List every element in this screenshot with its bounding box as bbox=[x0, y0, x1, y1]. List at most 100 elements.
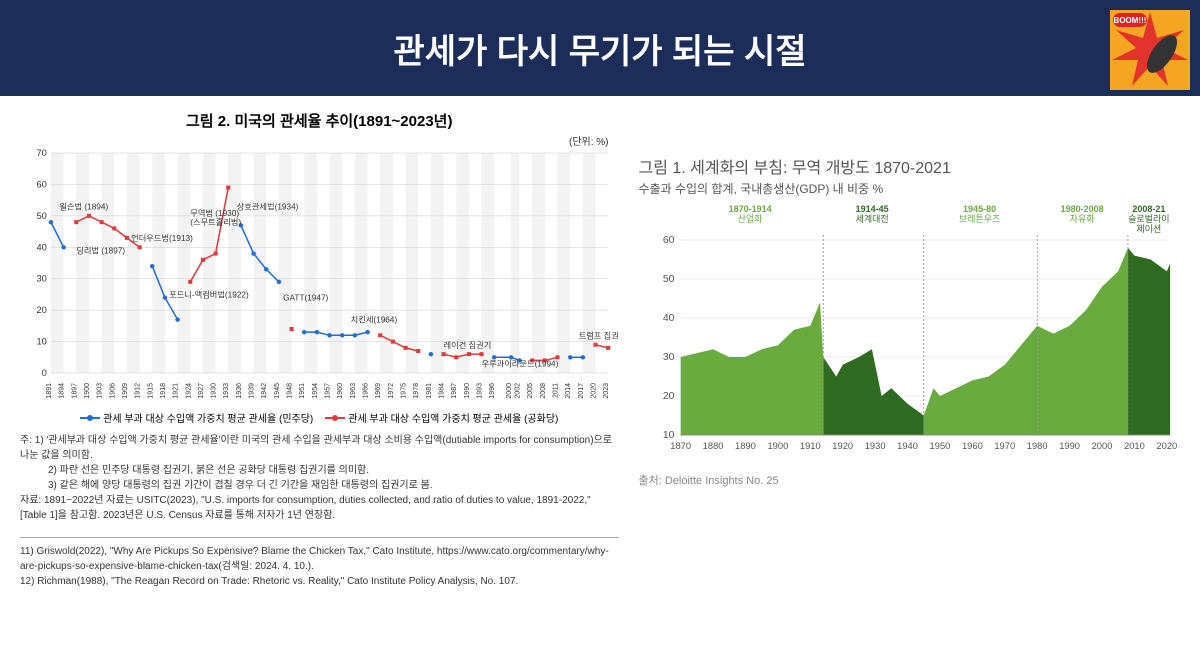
svg-text:딩리법 (1897): 딩리법 (1897) bbox=[76, 246, 125, 256]
svg-text:1900: 1900 bbox=[767, 441, 788, 451]
svg-text:40: 40 bbox=[662, 313, 674, 324]
svg-text:2023: 2023 bbox=[602, 383, 610, 399]
svg-text:1897: 1897 bbox=[70, 383, 78, 399]
legend-item: 관세 부과 대상 수입액 가중치 평균 관세율 (민주당) bbox=[80, 410, 313, 425]
svg-text:2008: 2008 bbox=[539, 383, 547, 399]
slide-header: 관세가 다시 무기가 되는 시절 BOOM!!! bbox=[0, 0, 1200, 96]
svg-text:60: 60 bbox=[662, 235, 674, 246]
svg-text:1910: 1910 bbox=[799, 441, 820, 451]
chartB-area: 1870-1914산업화1914-45세계대전1945-80브레튼우즈1980-… bbox=[639, 205, 1181, 460]
svg-text:1915: 1915 bbox=[146, 383, 154, 399]
note-line: 주: 1) '관세부과 대상 수입액 가중치 평균 관세율'이란 미국의 관세 … bbox=[20, 433, 619, 463]
svg-text:2010: 2010 bbox=[1124, 441, 1145, 451]
svg-text:2020: 2020 bbox=[1156, 441, 1177, 451]
svg-text:1894: 1894 bbox=[58, 383, 66, 399]
svg-text:1951: 1951 bbox=[298, 383, 306, 399]
legend-label: 관세 부과 대상 수입액 가중치 평균 관세율 (공화당) bbox=[348, 410, 558, 425]
svg-text:1890: 1890 bbox=[735, 441, 756, 451]
svg-text:60: 60 bbox=[37, 180, 47, 190]
svg-text:1950: 1950 bbox=[929, 441, 950, 451]
chartA-unit: (단위: %) bbox=[20, 133, 609, 148]
svg-text:50: 50 bbox=[37, 211, 47, 221]
svg-text:1957: 1957 bbox=[323, 383, 331, 399]
svg-text:2000: 2000 bbox=[505, 383, 513, 399]
svg-text:1880: 1880 bbox=[702, 441, 723, 451]
svg-text:1972: 1972 bbox=[387, 383, 395, 399]
svg-text:1921: 1921 bbox=[172, 383, 180, 399]
svg-text:1936: 1936 bbox=[235, 383, 243, 399]
svg-text:우루과이라운드(1994): 우루과이라운드(1994) bbox=[482, 359, 559, 369]
svg-text:1990: 1990 bbox=[463, 383, 471, 399]
svg-text:1930: 1930 bbox=[209, 383, 217, 399]
svg-text:1993: 1993 bbox=[475, 383, 483, 399]
svg-text:1912: 1912 bbox=[134, 383, 142, 399]
legend-label: 관세 부과 대상 수입액 가중치 평균 관세율 (민주당) bbox=[103, 410, 313, 425]
svg-text:1900: 1900 bbox=[83, 383, 91, 399]
svg-text:1920: 1920 bbox=[832, 441, 853, 451]
chartA-notes: 주: 1) '관세부과 대상 수입액 가중치 평균 관세율'이란 미국의 관세 … bbox=[20, 433, 619, 523]
svg-text:1970: 1970 bbox=[994, 441, 1015, 451]
svg-text:1940: 1940 bbox=[897, 441, 918, 451]
svg-text:1930: 1930 bbox=[864, 441, 885, 451]
svg-text:1939: 1939 bbox=[247, 383, 255, 399]
svg-text:1984: 1984 bbox=[437, 383, 445, 399]
svg-text:1954: 1954 bbox=[311, 383, 319, 399]
left-panel: 그림 2. 미국의 관세율 추이(1891~2023년) (단위: %) 010… bbox=[20, 104, 619, 589]
svg-text:1980: 1980 bbox=[1026, 441, 1047, 451]
svg-text:2011: 2011 bbox=[551, 383, 559, 398]
svg-text:20: 20 bbox=[662, 391, 674, 402]
svg-text:2000: 2000 bbox=[1091, 441, 1112, 451]
period-label: 2008-21슬로벌라이제이션 bbox=[1128, 205, 1170, 235]
legend-item: 관세 부과 대상 수입액 가중치 평균 관세율 (공화당) bbox=[325, 410, 558, 425]
svg-text:레이건 집권기: 레이건 집권기 bbox=[444, 340, 492, 350]
svg-text:30: 30 bbox=[662, 352, 674, 363]
svg-text:50: 50 bbox=[662, 274, 674, 285]
chartB-source: 출처: Deloitte Insights No. 25 bbox=[639, 472, 1181, 488]
period-label: 1870-1914산업화 bbox=[679, 205, 822, 225]
chartA-legend: 관세 부과 대상 수입액 가중치 평균 관세율 (민주당) 관세 부과 대상 수입… bbox=[20, 410, 619, 425]
chartA-refs: 11) Griswold(2022), "Why Are Pickups So … bbox=[20, 537, 619, 589]
period-label: 1914-45세계대전 bbox=[822, 205, 923, 225]
svg-text:1945: 1945 bbox=[273, 383, 281, 399]
note-line: 3) 같은 해에 양당 대통령의 집권 기간이 겹칠 경우 더 긴 기간을 재임… bbox=[20, 478, 619, 493]
svg-text:1909: 1909 bbox=[121, 383, 129, 399]
svg-text:치킨세(1964): 치킨세(1964) bbox=[351, 315, 398, 325]
svg-text:2005: 2005 bbox=[526, 383, 534, 399]
svg-text:2002: 2002 bbox=[513, 383, 521, 399]
svg-text:1978: 1978 bbox=[412, 383, 420, 399]
ref-line: 11) Griswold(2022), "Why Are Pickups So … bbox=[20, 544, 619, 574]
svg-text:2020: 2020 bbox=[589, 383, 597, 399]
svg-text:GATT(1947): GATT(1947) bbox=[283, 294, 328, 303]
svg-text:10: 10 bbox=[662, 430, 674, 441]
chartB-subtitle: 수출과 수입의 합계, 국내총생산(GDP) 내 비중 % bbox=[639, 180, 1181, 197]
svg-text:무역법 (1930): 무역법 (1930) bbox=[190, 208, 239, 218]
content-row: 그림 2. 미국의 관세율 추이(1891~2023년) (단위: %) 010… bbox=[0, 96, 1200, 589]
svg-text:2014: 2014 bbox=[564, 383, 572, 399]
svg-text:40: 40 bbox=[37, 242, 47, 252]
svg-text:0: 0 bbox=[42, 368, 47, 378]
svg-text:1966: 1966 bbox=[361, 383, 369, 399]
svg-text:포드니-맥컴버법(1922): 포드니-맥컴버법(1922) bbox=[169, 290, 249, 300]
svg-text:1990: 1990 bbox=[1059, 441, 1080, 451]
svg-text:1996: 1996 bbox=[488, 383, 496, 399]
note-line: 자료: 1891~2022년 자료는 USITC(2023), "U.S. im… bbox=[20, 493, 619, 523]
svg-text:1942: 1942 bbox=[260, 383, 268, 399]
svg-text:70: 70 bbox=[37, 148, 47, 158]
slide-title: 관세가 다시 무기가 되는 시절 bbox=[393, 24, 806, 73]
svg-text:상호관세법(1934): 상호관세법(1934) bbox=[237, 202, 299, 212]
svg-text:20: 20 bbox=[37, 305, 47, 315]
svg-text:1960: 1960 bbox=[961, 441, 982, 451]
svg-text:언더우드법(1913): 언더우드법(1913) bbox=[131, 233, 193, 243]
svg-text:1933: 1933 bbox=[222, 383, 230, 399]
svg-text:1891: 1891 bbox=[45, 383, 53, 399]
svg-text:트럼프 집권기: 트럼프 집권기 bbox=[579, 331, 619, 341]
svg-text:30: 30 bbox=[37, 274, 47, 284]
svg-text:윌슨법 (1894): 윌슨법 (1894) bbox=[59, 202, 108, 212]
svg-text:1963: 1963 bbox=[349, 383, 357, 399]
svg-text:1987: 1987 bbox=[450, 383, 458, 399]
chartB-title: 그림 1. 세계화의 부침: 무역 개방도 1870-2021 bbox=[639, 154, 1181, 178]
svg-text:1927: 1927 bbox=[197, 383, 205, 399]
svg-text:10: 10 bbox=[37, 337, 47, 347]
svg-text:1981: 1981 bbox=[425, 383, 433, 399]
svg-text:2017: 2017 bbox=[577, 383, 585, 399]
